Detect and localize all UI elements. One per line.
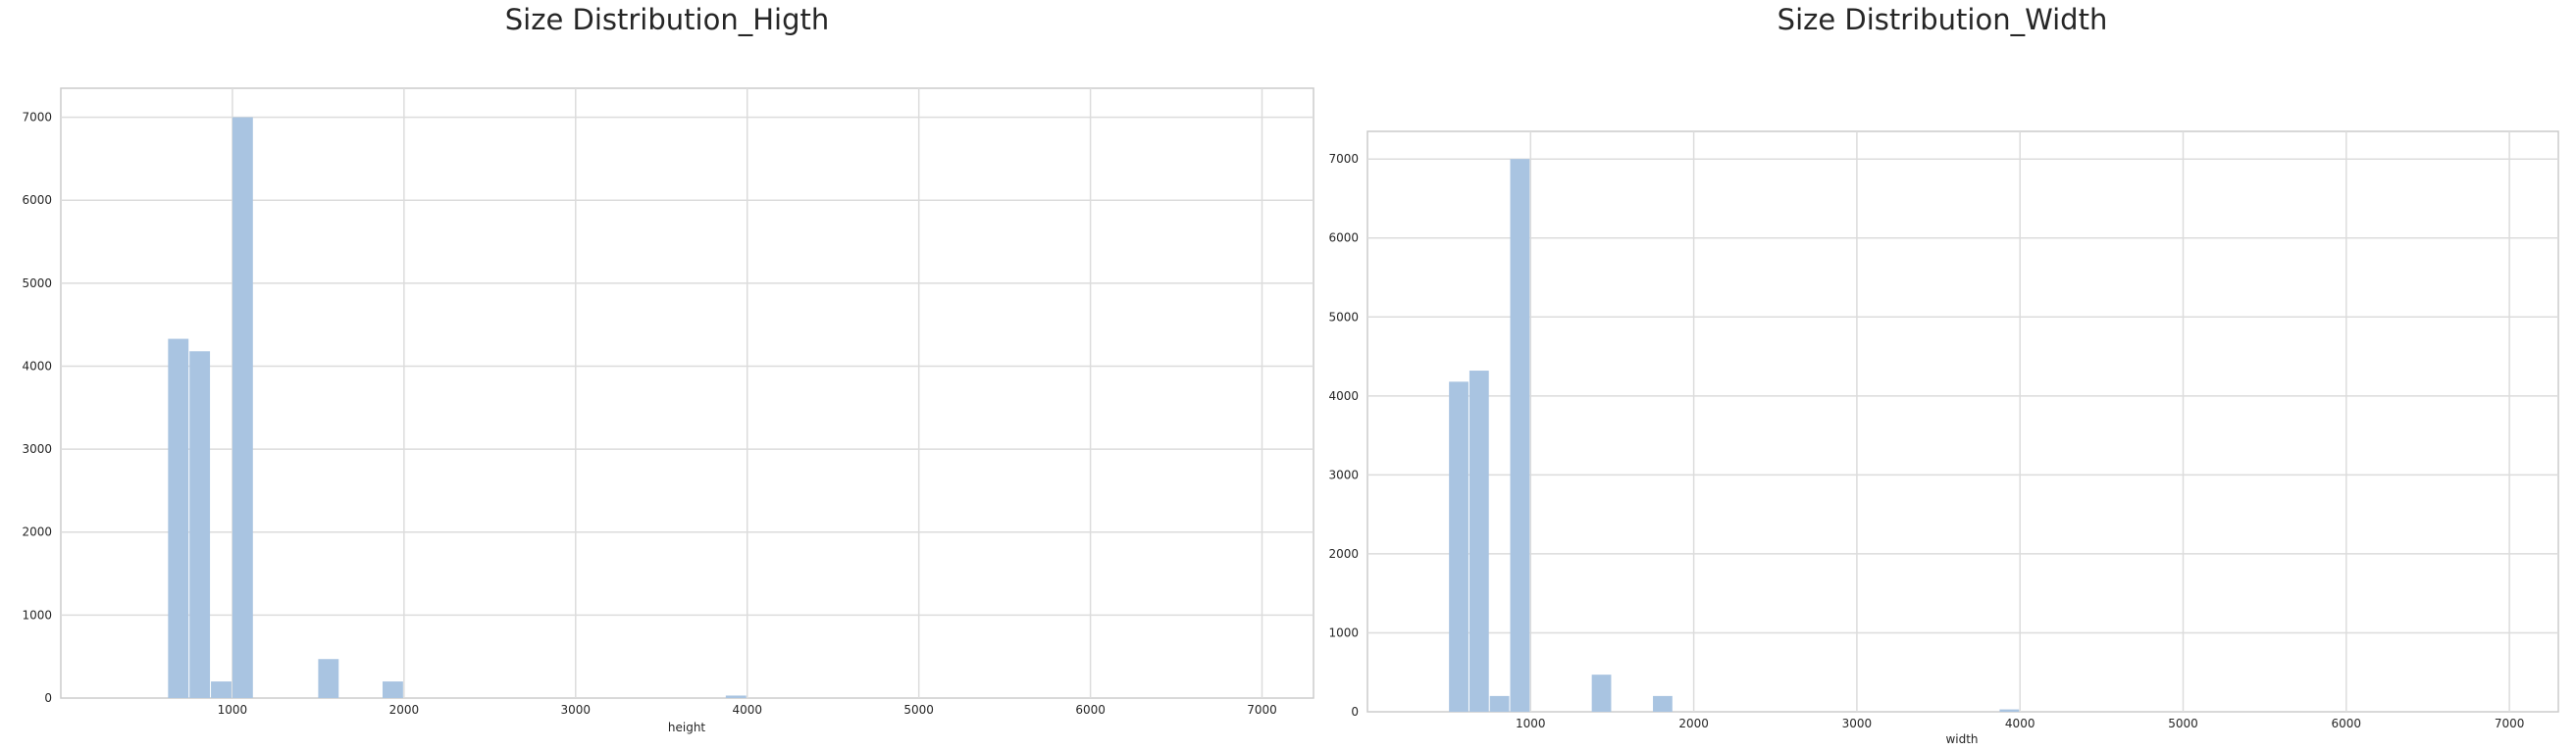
x-axis-label: width xyxy=(1945,732,1978,746)
width-distribution-chart: Size Distribution_Width 0 1000 2000 3000 400… xyxy=(1328,3,2559,746)
x-tick-label: 2000 xyxy=(389,703,420,717)
y-tick-labels: 0 1000 2000 3000 4000 5000 6000 7000 xyxy=(1328,152,1359,719)
histogram-bars xyxy=(1449,159,2020,712)
x-tick-label: 2000 xyxy=(1678,717,1709,730)
x-tick-label: 4000 xyxy=(732,703,762,717)
y-tick-label: 0 xyxy=(1351,705,1359,719)
x-tick-label: 5000 xyxy=(903,703,934,717)
histogram-bar xyxy=(1510,159,1530,712)
y-tick-label: 5000 xyxy=(1328,310,1359,324)
y-tick-label: 2000 xyxy=(1328,547,1359,561)
x-tick-label: 3000 xyxy=(561,703,592,717)
y-tick-label: 1000 xyxy=(1328,626,1359,639)
y-tick-label: 7000 xyxy=(1328,152,1359,166)
y-tick-label: 4000 xyxy=(22,359,52,373)
y-tick-label: 5000 xyxy=(22,276,52,290)
x-tick-label: 7000 xyxy=(1247,703,1277,717)
height-distribution-chart: Size Distribution_Higth 0 1000 2000 3000 400… xyxy=(22,3,1314,734)
plot-area xyxy=(1366,130,2559,713)
histogram-bars xyxy=(168,117,747,699)
histogram-bar xyxy=(189,351,211,698)
histogram-bar xyxy=(382,681,403,698)
x-tick-label: 6000 xyxy=(1075,703,1106,717)
x-tick-label: 3000 xyxy=(1842,717,1873,730)
y-tick-labels: 0 1000 2000 3000 4000 5000 6000 7000 xyxy=(22,111,52,705)
gridlines xyxy=(61,88,1314,698)
chart-title: Size Distribution_Width xyxy=(1777,3,2108,36)
x-tick-label: 6000 xyxy=(2332,717,2362,730)
gridlines xyxy=(1367,131,2558,712)
y-tick-label: 3000 xyxy=(1328,468,1359,481)
histogram-bar xyxy=(1999,709,2020,712)
histogram-bar xyxy=(725,695,747,698)
y-tick-label: 6000 xyxy=(1328,231,1359,245)
x-tick-label: 4000 xyxy=(2005,717,2035,730)
x-axis-label: height xyxy=(668,721,706,734)
y-tick-label: 3000 xyxy=(22,442,52,456)
x-tick-label: 1000 xyxy=(218,703,248,717)
histogram-bar xyxy=(211,681,232,698)
histogram-bar xyxy=(1468,371,1489,712)
plot-area xyxy=(60,87,1314,699)
histogram-bar xyxy=(1653,695,1673,712)
histogram-bar xyxy=(318,659,339,698)
histogram-bar xyxy=(1449,381,1468,712)
y-tick-label: 4000 xyxy=(1328,389,1359,403)
histogram-bar xyxy=(232,117,253,699)
x-tick-labels: 1000 2000 3000 4000 5000 6000 7000 xyxy=(1516,717,2524,730)
x-tick-label: 1000 xyxy=(1516,717,1546,730)
y-tick-label: 0 xyxy=(44,691,52,705)
x-tick-labels: 1000 2000 3000 4000 5000 6000 7000 xyxy=(218,703,1277,717)
y-tick-label: 6000 xyxy=(22,193,52,207)
x-tick-label: 7000 xyxy=(2495,717,2525,730)
y-tick-label: 7000 xyxy=(22,111,52,125)
histogram-bar xyxy=(1591,675,1612,712)
chart-title: Size Distribution_Higth xyxy=(505,3,829,36)
y-tick-label: 2000 xyxy=(22,526,52,539)
x-tick-label: 5000 xyxy=(2168,717,2198,730)
histogram-bar xyxy=(1489,695,1510,712)
histogram-bar xyxy=(168,338,189,698)
y-tick-label: 1000 xyxy=(22,608,52,622)
